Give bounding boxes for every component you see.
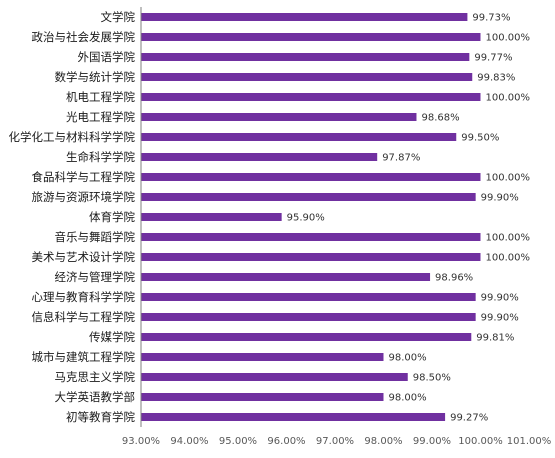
- category-label: 经济与管理学院: [55, 270, 136, 284]
- bar-8: [141, 153, 378, 161]
- value-label: 100.00%: [486, 253, 531, 264]
- bar-5: [141, 93, 481, 101]
- bar-17: [141, 333, 472, 341]
- value-label: 98.00%: [389, 393, 427, 404]
- category-label: 机电工程学院: [66, 90, 135, 104]
- bar-1: [141, 13, 468, 21]
- value-label: 99.73%: [472, 13, 510, 24]
- value-label: 99.90%: [481, 313, 519, 324]
- x-tick-label: 98.00%: [364, 436, 402, 447]
- bar-12: [141, 233, 481, 241]
- x-tick-label: 95.00%: [219, 436, 257, 447]
- category-label: 光电工程学院: [66, 110, 135, 124]
- x-tick-label: 100.00%: [458, 436, 503, 447]
- x-axis: 93.00% 94.00% 95.00% 96.00% 97.00% 98.00% 99.0…: [122, 436, 551, 447]
- bar-16: [141, 313, 476, 321]
- category-label: 文学院: [101, 10, 136, 24]
- category-label: 音乐与舞蹈学院: [55, 230, 136, 244]
- category-label: 旅游与资源环境学院: [32, 190, 136, 204]
- bar-10: [141, 193, 476, 201]
- category-label: 政治与社会发展学院: [32, 30, 136, 44]
- bar-4: [141, 73, 473, 81]
- value-label: 99.27%: [450, 413, 488, 424]
- category-labels: 文学院政治与社会发展学院外国语学院数学与统计学院机电工程学院光电工程学院化学化工…: [9, 10, 136, 424]
- category-label: 化学化工与材料科学学院: [9, 130, 136, 144]
- bar-19: [141, 373, 408, 381]
- value-label: 100.00%: [486, 173, 531, 184]
- bar-14: [141, 273, 431, 281]
- bar-2: [141, 33, 481, 41]
- value-label: 99.77%: [474, 53, 512, 64]
- category-label: 外国语学院: [78, 50, 136, 64]
- value-label: 98.50%: [413, 373, 451, 384]
- value-label: 99.81%: [476, 333, 514, 344]
- x-tick-label: 99.00%: [413, 436, 451, 447]
- value-label: 100.00%: [486, 233, 531, 244]
- category-label: 初等教育学院: [66, 410, 135, 424]
- category-label: 心理与教育科学学院: [32, 290, 136, 304]
- value-label: 99.90%: [481, 293, 519, 304]
- value-labels: 99.73%100.00%99.77%99.83%100.00%98.68%99…: [287, 13, 530, 424]
- category-label: 生命科学学院: [66, 150, 135, 164]
- bar-3: [141, 53, 470, 61]
- x-tick-label: 101.00%: [507, 436, 552, 447]
- value-label: 100.00%: [486, 93, 531, 104]
- category-label: 数学与统计学院: [55, 70, 136, 84]
- x-tick-label: 94.00%: [170, 436, 208, 447]
- value-label: 100.00%: [486, 33, 531, 44]
- bar-18: [141, 353, 384, 361]
- category-label: 传媒学院: [89, 330, 135, 344]
- value-label: 97.87%: [382, 153, 420, 164]
- category-label: 大学英语教学部: [55, 390, 136, 404]
- bar-21: [141, 413, 446, 421]
- x-tick-label: 97.00%: [316, 436, 354, 447]
- value-label: 99.50%: [461, 133, 499, 144]
- value-label: 99.83%: [477, 73, 515, 84]
- value-label: 98.68%: [421, 113, 459, 124]
- value-label: 98.00%: [389, 353, 427, 364]
- bars-group: [141, 13, 481, 421]
- category-label: 马克思主义学院: [55, 370, 136, 384]
- category-label: 美术与艺术设计学院: [32, 250, 136, 264]
- value-label: 95.90%: [287, 213, 325, 224]
- category-label: 食品科学与工程学院: [32, 170, 136, 184]
- bar-9: [141, 173, 481, 181]
- category-label: 体育学院: [89, 210, 135, 224]
- x-tick-label: 96.00%: [267, 436, 305, 447]
- category-label: 信息科学与工程学院: [32, 310, 136, 324]
- bar-6: [141, 113, 417, 121]
- bar-7: [141, 133, 457, 141]
- category-label: 城市与建筑工程学院: [32, 350, 136, 364]
- bar-20: [141, 393, 384, 401]
- bar-11: [141, 213, 282, 221]
- x-tick-label: 93.00%: [122, 436, 160, 447]
- value-label: 99.90%: [481, 193, 519, 204]
- bar-13: [141, 253, 481, 261]
- bar-15: [141, 293, 476, 301]
- value-label: 98.96%: [435, 273, 473, 284]
